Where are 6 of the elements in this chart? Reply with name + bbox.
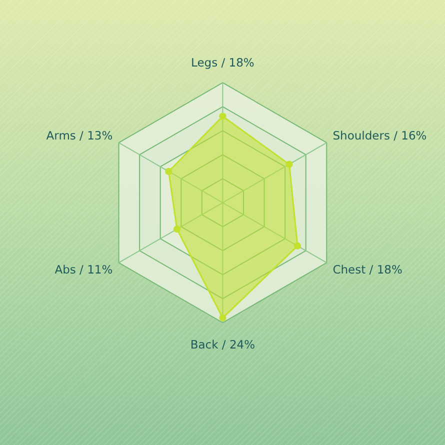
spoke-label: Arms / 13% [46,128,113,143]
spoke-label: Abs / 11% [54,262,113,277]
spoke-label: Chest / 18% [332,262,402,277]
spoke-label: Legs / 18% [191,56,254,70]
spoke-label: Shoulders / 16% [332,128,427,143]
spoke-label: Back / 24% [190,338,256,352]
